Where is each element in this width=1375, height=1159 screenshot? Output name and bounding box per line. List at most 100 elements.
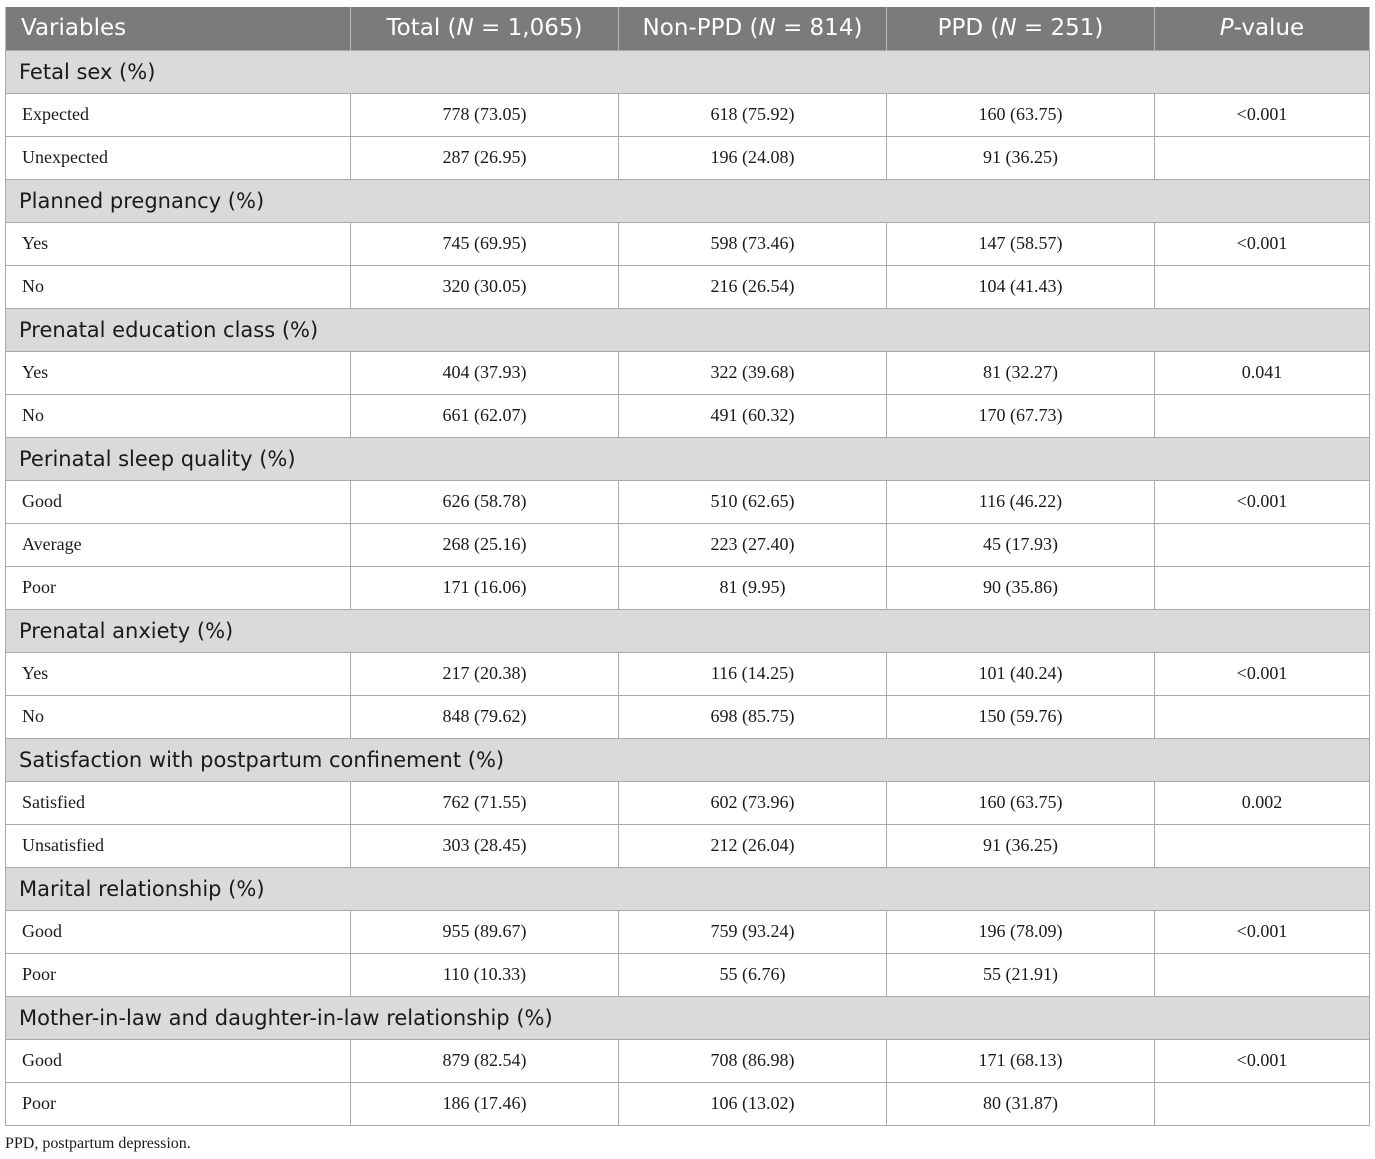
total-cell: 762 (71.55)	[350, 780, 619, 825]
header-total-n: N	[456, 15, 474, 42]
ppd-cell: 91 (36.25)	[886, 135, 1155, 180]
group-row: Mother-in-law and daughter-in-law relati…	[5, 995, 1370, 1040]
ppd-cell: 147 (58.57)	[886, 221, 1155, 266]
row-label-cell: Yes	[5, 350, 351, 395]
p-value-cell	[1154, 694, 1370, 739]
total-cell: 186 (17.46)	[350, 1081, 619, 1126]
row-label-cell: Expected	[5, 92, 351, 137]
ppd-cell: 160 (63.75)	[886, 780, 1155, 825]
table-row: Unsatisfied 303 (28.45) 212 (26.04) 91 (36.…	[5, 823, 1370, 868]
table-row: Average 268 (25.16) 223 (27.40) 45 (17.93)	[5, 522, 1370, 567]
p-value-cell: <0.001	[1154, 651, 1370, 696]
row-label-cell: Average	[5, 522, 351, 567]
p-value-cell: <0.001	[1154, 1038, 1370, 1083]
ppd-cell: 196 (78.09)	[886, 909, 1155, 954]
table-row: Poor 171 (16.06) 81 (9.95) 90 (35.86)	[5, 565, 1370, 610]
row-label-cell: Poor	[5, 565, 351, 610]
data-table: Variables Total (N = 1,065) Non-PPD (N =…	[5, 7, 1370, 1126]
row-label-cell: No	[5, 393, 351, 438]
group-row: Perinatal sleep quality (%)	[5, 436, 1370, 481]
group-title: Prenatal anxiety (%)	[5, 608, 1370, 653]
group-title: Fetal sex (%)	[5, 49, 1370, 94]
header-p-value: P-value	[1154, 7, 1370, 50]
p-value-cell: <0.001	[1154, 479, 1370, 524]
table-row: No 848 (79.62) 698 (85.75) 150 (59.76)	[5, 694, 1370, 739]
header-row: Variables Total (N = 1,065) Non-PPD (N =…	[5, 7, 1370, 50]
non-ppd-cell: 196 (24.08)	[618, 135, 887, 180]
ppd-cell: 90 (35.86)	[886, 565, 1155, 610]
row-label-cell: Poor	[5, 952, 351, 997]
header-ppd: PPD (N = 251)	[886, 7, 1155, 50]
header-non-ppd-n: N	[758, 15, 776, 42]
p-value-cell	[1154, 565, 1370, 610]
row-label-cell: Unexpected	[5, 135, 351, 180]
table-footnote: PPD, postpartum depression.	[5, 1135, 191, 1152]
table-row: Satisfied 762 (71.55) 602 (73.96) 160 (63.7…	[5, 780, 1370, 825]
row-label-cell: Good	[5, 479, 351, 524]
p-value-cell: <0.001	[1154, 221, 1370, 266]
p-value-cell	[1154, 264, 1370, 309]
total-cell: 110 (10.33)	[350, 952, 619, 997]
non-ppd-cell: 81 (9.95)	[618, 565, 887, 610]
table-row: Unexpected 287 (26.95) 196 (24.08) 91 (36.2…	[5, 135, 1370, 180]
p-value-cell: 0.041	[1154, 350, 1370, 395]
table-row: Expected 778 (73.05) 618 (75.92) 160 (63.75…	[5, 92, 1370, 137]
header-p-value-p: P	[1219, 15, 1234, 42]
total-cell: 661 (62.07)	[350, 393, 619, 438]
p-value-cell	[1154, 1081, 1370, 1126]
ppd-cell: 81 (32.27)	[886, 350, 1155, 395]
group-title: Marital relationship (%)	[5, 866, 1370, 911]
non-ppd-cell: 602 (73.96)	[618, 780, 887, 825]
table-row: Good 955 (89.67) 759 (93.24) 196 (78.09) <0.…	[5, 909, 1370, 954]
group-row: Planned pregnancy (%)	[5, 178, 1370, 223]
total-cell: 320 (30.05)	[350, 264, 619, 309]
row-label-cell: Satisfied	[5, 780, 351, 825]
total-cell: 287 (26.95)	[350, 135, 619, 180]
p-value-cell	[1154, 393, 1370, 438]
header-variables-text: Variables	[21, 15, 127, 42]
non-ppd-cell: 322 (39.68)	[618, 350, 887, 395]
non-ppd-cell: 223 (27.40)	[618, 522, 887, 567]
non-ppd-cell: 216 (26.54)	[618, 264, 887, 309]
p-value-cell	[1154, 823, 1370, 868]
header-total-pre: Total (	[386, 15, 457, 42]
row-label-cell: Unsatisfied	[5, 823, 351, 868]
non-ppd-cell: 708 (86.98)	[618, 1038, 887, 1083]
group-row: Prenatal anxiety (%)	[5, 608, 1370, 653]
ppd-cell: 160 (63.75)	[886, 92, 1155, 137]
non-ppd-cell: 212 (26.04)	[618, 823, 887, 868]
total-cell: 879 (82.54)	[350, 1038, 619, 1083]
ppd-cell: 170 (67.73)	[886, 393, 1155, 438]
p-value-cell: <0.001	[1154, 909, 1370, 954]
ppd-cell: 101 (40.24)	[886, 651, 1155, 696]
group-row: Prenatal education class (%)	[5, 307, 1370, 352]
group-row: Satisfaction with postpartum confinement…	[5, 737, 1370, 782]
table-row: Good 626 (58.78) 510 (62.65) 116 (46.22) <0.…	[5, 479, 1370, 524]
group-row: Marital relationship (%)	[5, 866, 1370, 911]
non-ppd-cell: 698 (85.75)	[618, 694, 887, 739]
total-cell: 171 (16.06)	[350, 565, 619, 610]
p-value-cell	[1154, 522, 1370, 567]
header-non-ppd: Non-PPD (N = 814)	[618, 7, 887, 50]
non-ppd-cell: 618 (75.92)	[618, 92, 887, 137]
table-row: Poor 110 (10.33) 55 (6.76) 55 (21.91)	[5, 952, 1370, 997]
table-row: Yes 217 (20.38) 116 (14.25) 101 (40.24) <0.0…	[5, 651, 1370, 696]
header-variables: Variables	[5, 7, 351, 50]
non-ppd-cell: 510 (62.65)	[618, 479, 887, 524]
group-title: Mother-in-law and daughter-in-law relati…	[5, 995, 1370, 1040]
table-row: Yes 404 (37.93) 322 (39.68) 81 (32.27) 0.041	[5, 350, 1370, 395]
total-cell: 217 (20.38)	[350, 651, 619, 696]
non-ppd-cell: 598 (73.46)	[618, 221, 887, 266]
table-header: Variables Total (N = 1,065) Non-PPD (N =…	[5, 7, 1370, 50]
total-cell: 404 (37.93)	[350, 350, 619, 395]
group-title: Planned pregnancy (%)	[5, 178, 1370, 223]
ppd-cell: 55 (21.91)	[886, 952, 1155, 997]
group-title: Satisfaction with postpartum confinement…	[5, 737, 1370, 782]
table-row: Poor 186 (17.46) 106 (13.02) 80 (31.87)	[5, 1081, 1370, 1126]
table-row: Good 879 (82.54) 708 (86.98) 171 (68.13) <0.…	[5, 1038, 1370, 1083]
ppd-cell: 116 (46.22)	[886, 479, 1155, 524]
header-ppd-n: N	[999, 15, 1017, 42]
header-total-post: = 1,065)	[473, 15, 583, 42]
ppd-cell: 171 (68.13)	[886, 1038, 1155, 1083]
ppd-cell: 91 (36.25)	[886, 823, 1155, 868]
